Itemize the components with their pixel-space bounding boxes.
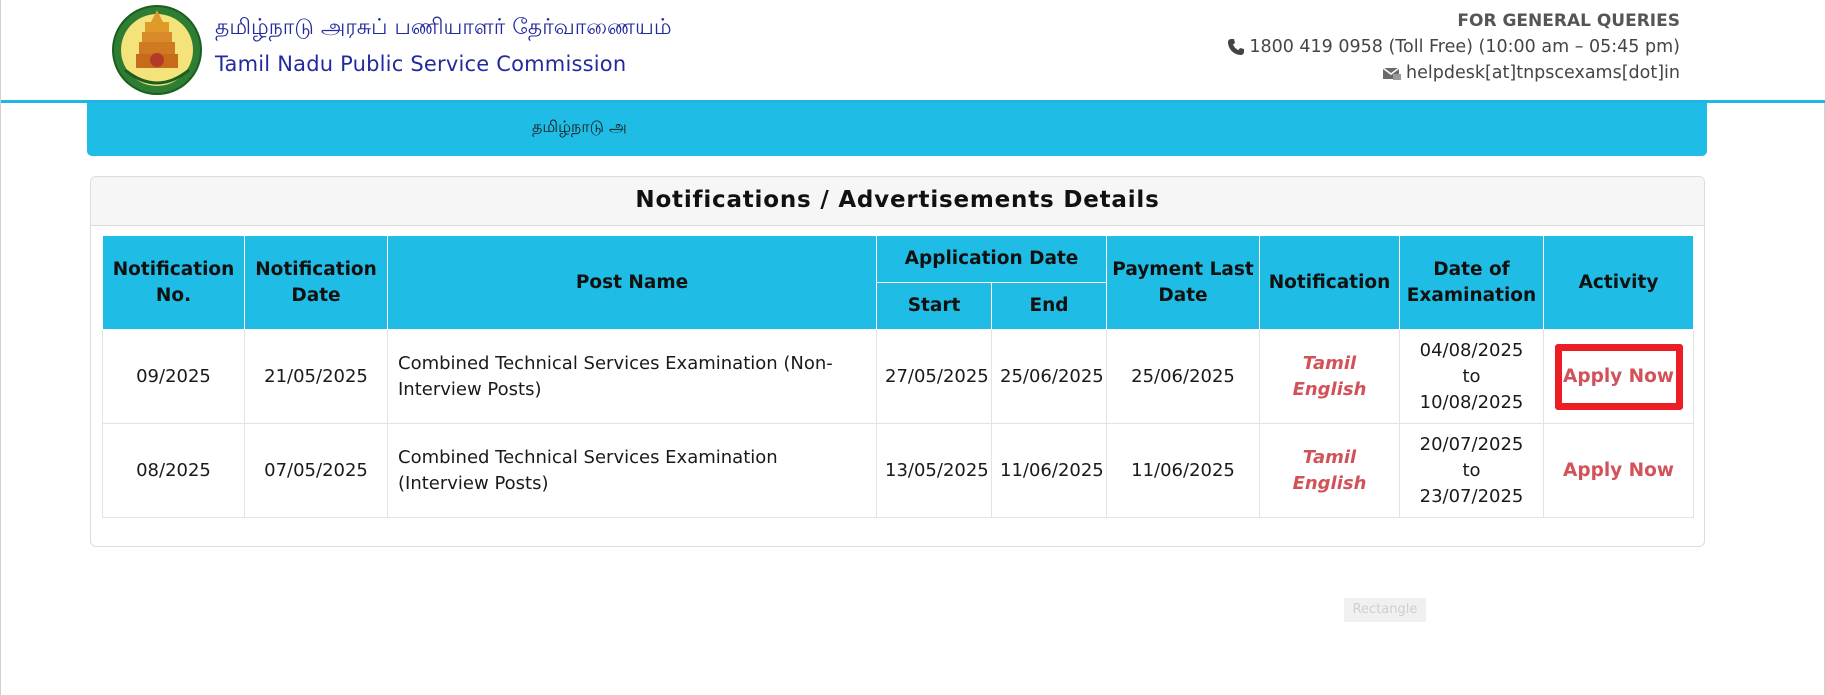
phone-number: 1800 419 0958 (Toll Free) (10:00 am – 05… (1249, 37, 1680, 57)
notifications-panel: Notifications / Advertisements Details N… (90, 176, 1705, 547)
phone-icon (1228, 39, 1245, 55)
notification-tamil-link[interactable]: Tamil (1302, 352, 1357, 374)
cell-payment-last-date: 25/06/2025 (1106, 329, 1260, 424)
cell-start-date: 27/05/2025 (876, 329, 992, 424)
phone-line: 1800 419 0958 (Toll Free) (10:00 am – 05… (1227, 34, 1680, 60)
cell-notification-date: 21/05/2025 (244, 329, 388, 424)
header-post-name: Post Name (387, 235, 877, 330)
cell-post-name: Combined Technical Services Examination … (387, 423, 877, 518)
table-row: 09/2025 21/05/2025 Combined Technical Se… (102, 329, 1694, 424)
cell-end-date: 25/06/2025 (991, 329, 1107, 424)
cell-start-date: 13/05/2025 (876, 423, 992, 518)
highlight-box: Apply Now (1554, 343, 1683, 410)
envelope-icon (1382, 67, 1402, 80)
queries-title: FOR GENERAL QUERIES (1457, 11, 1680, 31)
notification-english-link[interactable]: English (1292, 378, 1367, 400)
cell-notification-links: Tamil English (1259, 423, 1400, 518)
cell-exam-dates: 20/07/2025 to 23/07/2025 (1399, 423, 1544, 518)
brand-title-english: Tamil Nadu Public Service Commission (215, 52, 627, 76)
panel-heading: Notifications / Advertisements Details (91, 177, 1704, 226)
header-activity: Activity (1543, 235, 1694, 330)
apply-now-button[interactable]: Apply Now (1563, 365, 1674, 387)
cell-exam-dates: 04/08/2025 to 10/08/2025 (1399, 329, 1544, 424)
tamil-nadu-emblem-icon[interactable] (111, 0, 203, 98)
email-line: helpdesk[at]tnpscexams[dot]in (1227, 60, 1680, 86)
notification-english-link[interactable]: English (1292, 472, 1367, 494)
menu-bar: தமிழ்நாடு அ (87, 103, 1707, 156)
cell-payment-last-date: 11/06/2025 (1106, 423, 1260, 518)
cell-notification-date: 07/05/2025 (244, 423, 388, 518)
apply-now-button[interactable]: Apply Now (1563, 459, 1674, 481)
stray-rectangle-label: Rectangle (1344, 598, 1426, 622)
general-queries: FOR GENERAL QUERIES 1800 419 0958 (Toll … (1227, 8, 1680, 86)
header-notification-date: Notification Date (244, 235, 388, 330)
notification-tamil-link[interactable]: Tamil (1302, 446, 1357, 468)
notifications-table: Notification No. Notification Date Post … (102, 235, 1694, 518)
cell-notification-links: Tamil English (1259, 329, 1400, 424)
brand-title-tamil: தமிழ்நாடு அரசுப் பணியாளர் தேர்வாணையம் (215, 15, 672, 40)
header-start: Start (876, 282, 992, 330)
header-end: End (991, 282, 1107, 330)
cell-end-date: 11/06/2025 (991, 423, 1107, 518)
cell-activity: Apply Now (1543, 423, 1694, 518)
header-notification: Notification (1259, 235, 1400, 330)
menu-item-tamilnadu[interactable]: தமிழ்நாடு அ (532, 117, 627, 136)
header-date-of-examination: Date of Examination (1399, 235, 1544, 330)
cell-notification-no: 08/2025 (102, 423, 245, 518)
table-row: 08/2025 07/05/2025 Combined Technical Se… (102, 423, 1694, 518)
cell-notification-no: 09/2025 (102, 329, 245, 424)
site-header: தமிழ்நாடு அரசுப் பணியாளர் தேர்வாணையம் Ta… (1, 0, 1825, 103)
header-notification-no: Notification No. (102, 235, 245, 330)
header-payment-last-date: Payment Last Date (1106, 235, 1260, 330)
header-application-date: Application Date (876, 235, 1107, 283)
email-address[interactable]: helpdesk[at]tnpscexams[dot]in (1406, 63, 1680, 83)
cell-post-name: Combined Technical Services Examination … (387, 329, 877, 424)
cell-activity: Apply Now (1543, 329, 1694, 424)
